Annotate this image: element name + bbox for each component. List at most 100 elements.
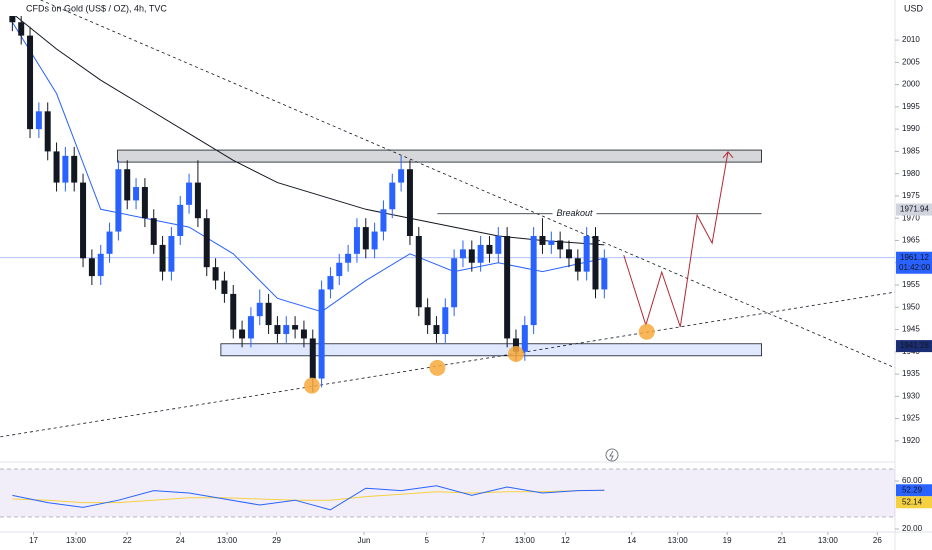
candle-body [292,325,299,330]
y-tick-label: 1955 [902,280,920,289]
candle-body [88,258,95,277]
y-tick-label: 1950 [902,302,920,311]
y-tick-label: 1995 [902,102,920,111]
candle-body [574,258,581,272]
candle-body [398,169,405,183]
candle-body [35,111,42,130]
rsi-ma-value-bg [896,496,932,509]
candle-body [345,253,352,263]
price-label: 1971.94 [900,205,929,214]
candle-body [477,244,484,263]
touch-point [429,359,446,376]
candle-body [601,258,608,290]
y-tick-label: 1935 [902,369,920,378]
candle-body [274,325,281,334]
candle-body [539,236,546,245]
moving-average [12,12,605,246]
projection-arrow [722,151,734,159]
x-tick-label: 13:00 [66,536,87,545]
breakout-label-bg [552,207,597,219]
candle-body [371,231,378,250]
candle-body [459,249,466,259]
candle-body [433,325,440,334]
chart-title: CFDs on Gold (US$ / OZ), 4h, TVC [26,3,167,13]
candle-body [168,236,175,272]
candle-body [318,289,325,379]
rsi-ma-value-label: 52.14 [902,497,923,506]
breakout-label: Breakout [556,208,593,218]
touch-point [638,323,655,340]
zone [117,149,762,163]
x-tick-label: 24 [176,536,185,545]
last-price-label: 1961.12 [900,253,929,262]
candle-body [9,13,16,23]
candle-body [97,253,104,277]
currency-label: USD [904,3,924,13]
candle-body [256,302,263,317]
rsi-y-tick-label: 60.00 [902,476,923,485]
rsi-value-bg [896,484,932,497]
x-tick-label: 13:00 [515,536,536,545]
x-tick-label: Jun [358,536,371,545]
touch-point [303,377,320,394]
event-icon[interactable] [605,448,619,462]
moving-average [11,22,605,313]
y-tick-label: 2010 [902,35,920,44]
candle-body [221,280,228,294]
rsi-ma-line [12,489,605,504]
candle-body [380,209,387,232]
x-tick-label: 13:00 [668,536,689,545]
y-tick-label: 1990 [902,124,920,133]
candle-body [583,236,590,272]
y-tick-label: 1925 [902,414,920,423]
candle-body [486,244,493,254]
candle-body [53,151,60,183]
candle-body [177,204,184,237]
x-tick-label: 13:00 [818,536,839,545]
candle-body [327,276,334,290]
candle-body [451,258,458,308]
y-tick-label: 1970 [902,213,920,222]
y-tick-label: 2005 [902,57,920,66]
candle-body [115,169,122,232]
candle-body [557,240,564,250]
candle-body [521,325,528,352]
price-label: 1941.28 [900,341,929,350]
y-tick-label: 2000 [902,80,920,89]
candle-body [415,236,422,308]
x-tick-label: 17 [29,536,38,545]
x-tick-label: 19 [723,536,732,545]
candle-body [424,307,431,326]
candle-body [141,187,148,219]
price-label-bg [896,340,932,353]
y-tick-label: 1985 [902,147,920,156]
x-tick-label: 29 [272,536,281,545]
candle-body [124,169,131,201]
candle-body [442,307,449,334]
last-price-bg [896,251,932,274]
rsi-y-tick-label: 20.00 [902,524,923,533]
y-tick-label: 1975 [902,191,920,200]
candle-body [62,155,69,183]
price-label-bg [896,203,932,216]
main-pane: Breakout [0,0,896,438]
candle-body [389,182,396,210]
candle-body [362,227,369,250]
candle-body [194,182,201,219]
candle-body [44,111,51,152]
candle-body [309,338,316,379]
y-tick-label: 1930 [902,391,920,400]
candle-body [106,231,113,254]
candle-body [80,182,87,259]
candle-body [265,302,272,326]
candle-body [71,155,78,183]
candle-body [512,338,519,352]
candle-body [18,22,25,36]
rsi-value-label: 52.29 [902,485,923,494]
candle-body [495,236,502,254]
candle-body [239,329,246,339]
y-tick-label: 1945 [902,325,920,334]
y-tick-label: 1965 [902,236,920,245]
